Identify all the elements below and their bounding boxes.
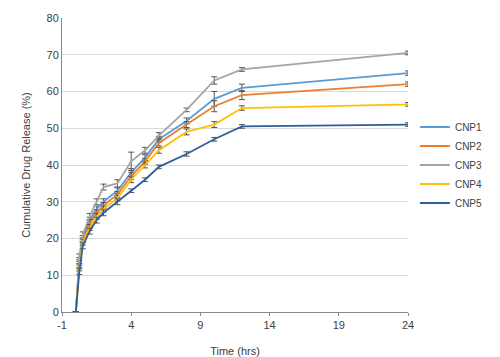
svg-text:CNP3: CNP3 — [455, 160, 482, 171]
svg-text:70: 70 — [47, 49, 59, 61]
svg-text:4: 4 — [128, 319, 134, 331]
svg-text:24: 24 — [402, 319, 414, 331]
svg-text:50: 50 — [47, 122, 59, 134]
svg-text:CNP5: CNP5 — [455, 198, 482, 209]
svg-text:CNP2: CNP2 — [455, 141, 482, 152]
svg-text:30: 30 — [47, 196, 59, 208]
svg-text:19: 19 — [333, 319, 345, 331]
svg-text:10: 10 — [47, 269, 59, 281]
svg-text:CNP1: CNP1 — [455, 122, 482, 133]
svg-text:20: 20 — [47, 232, 59, 244]
svg-text:CNP4: CNP4 — [455, 179, 482, 190]
svg-text:0: 0 — [53, 306, 59, 318]
svg-text:60: 60 — [47, 85, 59, 97]
svg-text:-1: -1 — [57, 319, 67, 331]
svg-text:9: 9 — [197, 319, 203, 331]
svg-text:Cumulative Drug Release (%): Cumulative Drug Release (%) — [20, 92, 32, 238]
svg-text:Time (hrs): Time (hrs) — [210, 345, 260, 357]
svg-text:40: 40 — [47, 159, 59, 171]
svg-text:80: 80 — [47, 12, 59, 24]
svg-text:14: 14 — [263, 319, 275, 331]
